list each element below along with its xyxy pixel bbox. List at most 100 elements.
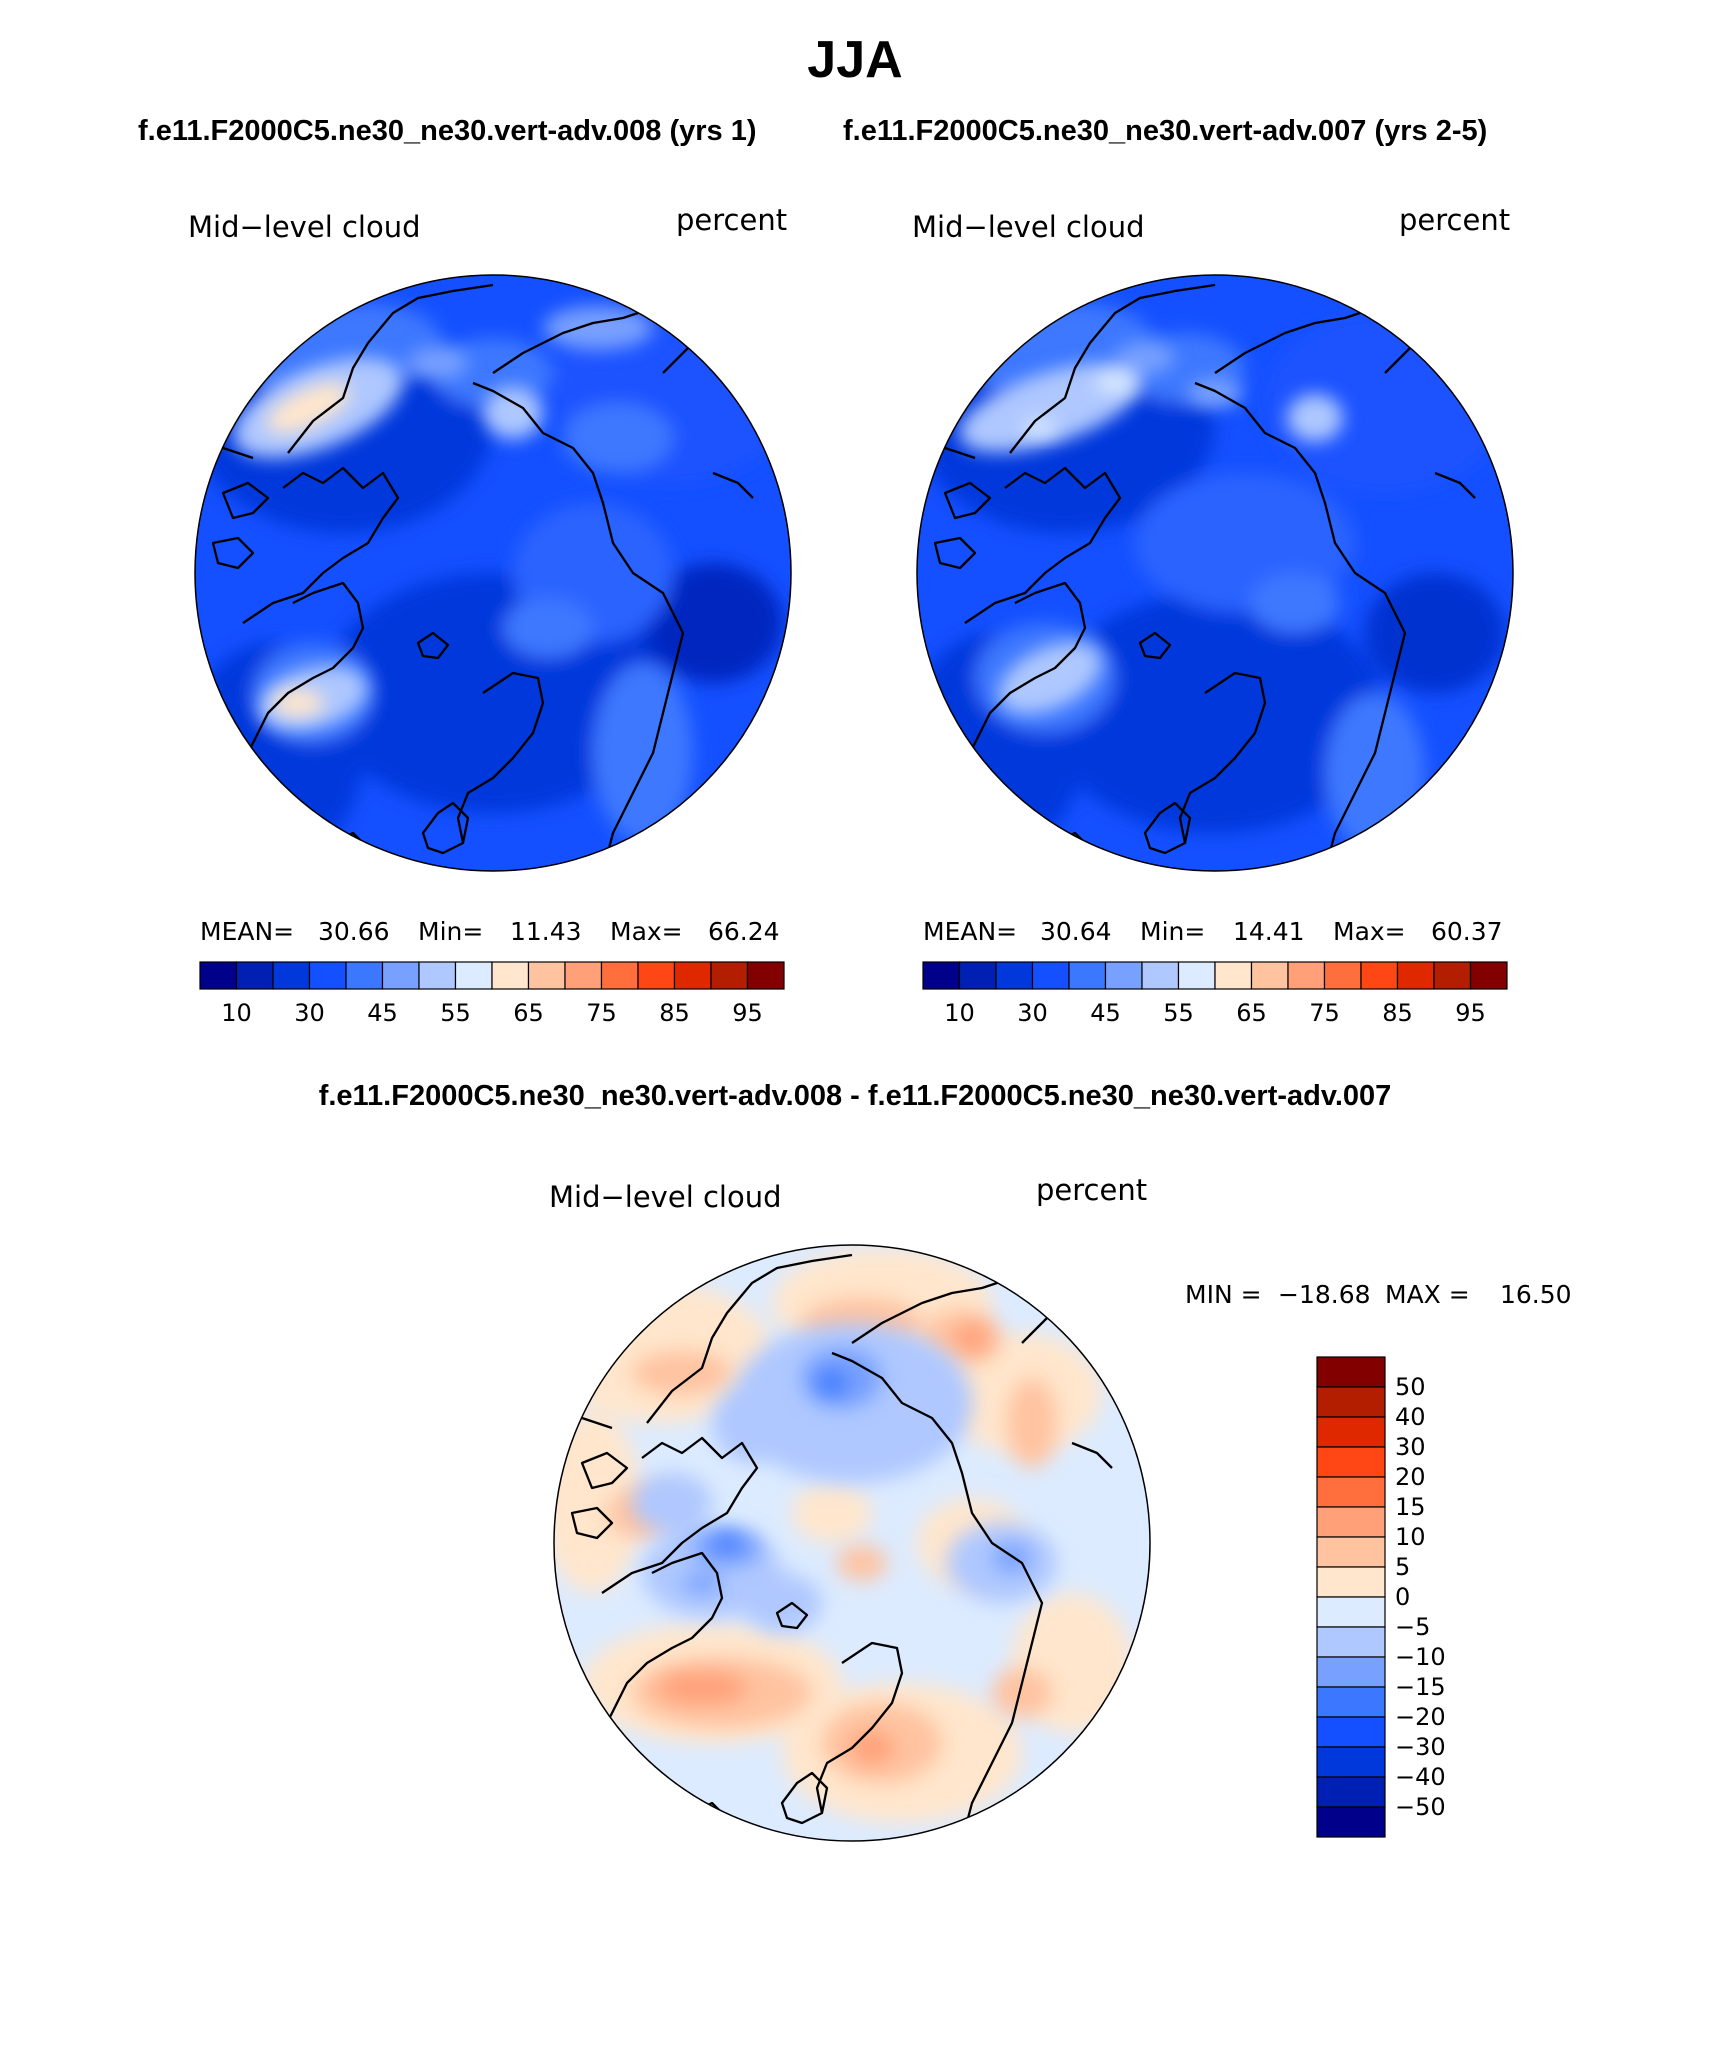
panel1-colorbar-box-2 (272, 961, 311, 990)
panel1-min-value: 11.43 (510, 917, 582, 946)
panel1-colorbar-box-11 (600, 961, 639, 990)
diff-colorbar-box-14 (1316, 1776, 1386, 1808)
diff-min-value: −18.68 (1278, 1280, 1371, 1309)
panel1-colorbar-box-12 (637, 961, 676, 990)
panel2-colorbar-box-5 (1104, 961, 1143, 990)
panel2-colorbar-box-14 (1433, 961, 1472, 990)
panel2-min-value: 14.41 (1233, 917, 1305, 946)
diff-colorbar-tick-label: −50 (1395, 1793, 1446, 1821)
diff-colorbar-tick-label: −5 (1395, 1613, 1430, 1641)
panel2-colorbar: 10 30 45 55 65 75 85 95 (922, 961, 1508, 1027)
diff-colorbar-box-11 (1316, 1686, 1386, 1718)
diff-colorbar-box-3 (1316, 1446, 1386, 1478)
panel1-colorbar-box-13 (673, 961, 712, 990)
panel2-colorbar-box-11 (1323, 961, 1362, 990)
panel2-colorbar-tick-label: 95 (1455, 999, 1486, 1027)
panel2-colorbar-box-4 (1068, 961, 1107, 990)
diff-colorbar-box-15 (1316, 1806, 1386, 1838)
panel1-colorbar-box-14 (710, 961, 749, 990)
diff-colorbar-box-7 (1316, 1566, 1386, 1598)
panel1-colorbar-box-8 (491, 961, 530, 990)
panel1-colorbar-box-15 (746, 961, 785, 990)
panel1-colorbar-box-9 (527, 961, 566, 990)
diff-colorbar-tick-label: −20 (1395, 1703, 1446, 1731)
case1-label: f.e11.F2000C5.ne30_ne30.vert-adv.008 (yr… (138, 115, 757, 147)
diff-title: f.e11.F2000C5.ne30_ne30.vert-adv.008 - f… (318, 1080, 1392, 1112)
diff-colorbar-tick-label: 10 (1395, 1523, 1426, 1551)
panel1-colorbar-tick-label: 75 (586, 999, 617, 1027)
diff-max-value: 16.50 (1500, 1280, 1572, 1309)
panel2-colorbar-tick-label: 75 (1309, 999, 1340, 1027)
diff-colorbar-tick-label: 20 (1395, 1463, 1426, 1491)
diff-colorbar-tick-label: 5 (1395, 1553, 1410, 1581)
panel1-colorbar: 10 30 45 55 65 75 85 95 (199, 961, 785, 1027)
diff-colorbar-box-1 (1316, 1386, 1386, 1418)
panel2-colorbar-tick-label: 10 (944, 999, 975, 1027)
diff-colorbar-box-6 (1316, 1536, 1386, 1568)
panel1-max-label: Max= (610, 917, 683, 946)
diff-variable: Mid−level cloud (549, 1180, 782, 1214)
panel2-colorbar-box-2 (995, 961, 1034, 990)
panel1-min-label: Min= (418, 917, 484, 946)
panel2-max-value: 60.37 (1431, 917, 1503, 946)
panel2-variable: Mid−level cloud (912, 210, 1145, 244)
panel2-colorbar-box-12 (1360, 961, 1399, 990)
diff-colorbar-tick-label: −40 (1395, 1763, 1446, 1791)
diff-colorbar-tick-label: 0 (1395, 1583, 1410, 1611)
panel1-colorbar-box-1 (235, 961, 274, 990)
panel1-colorbar-box-3 (308, 961, 347, 990)
panel2-colorbar-box-1 (958, 961, 997, 990)
diff-colorbar-box-8 (1316, 1596, 1386, 1628)
case2-label: f.e11.F2000C5.ne30_ne30.vert-adv.007 (yr… (843, 115, 1488, 147)
panel2-min-label: Min= (1140, 917, 1206, 946)
panel1-max-value: 66.24 (708, 917, 780, 946)
panel2-colorbar-box-8 (1214, 961, 1253, 990)
panel1-map (193, 273, 793, 873)
panel1-colorbar-tick-label: 45 (367, 999, 398, 1027)
diff-min-label: MIN = (1185, 1280, 1262, 1309)
diff-colorbar-box-9 (1316, 1626, 1386, 1658)
diff-colorbar-tick-label: 40 (1395, 1403, 1426, 1431)
panel2-colorbar-tick-label: 65 (1236, 999, 1267, 1027)
diff-colorbar-box-2 (1316, 1416, 1386, 1448)
panel1-colorbar-box-6 (418, 961, 457, 990)
diff-colorbar-tick-label: 30 (1395, 1433, 1426, 1461)
diff-map (552, 1243, 1152, 1843)
panel2-colorbar-box-0 (922, 961, 961, 990)
panel1-colorbar-tick-label: 55 (440, 999, 471, 1027)
panel2-colorbar-box-13 (1396, 961, 1435, 990)
panel2-mean-label: MEAN= (923, 917, 1018, 946)
panel2-map (915, 273, 1515, 873)
panel1-mean-value: 30.66 (318, 917, 390, 946)
panel1-units: percent (676, 203, 788, 237)
diff-max-label: MAX = (1385, 1280, 1470, 1309)
panel1-colorbar-tick-label: 10 (221, 999, 252, 1027)
panel2-colorbar-tick-label: 45 (1090, 999, 1121, 1027)
diff-colorbar-tick-label: −30 (1395, 1733, 1446, 1761)
panel2-colorbar-box-15 (1469, 961, 1508, 990)
panel1-variable: Mid−level cloud (188, 210, 421, 244)
diff-colorbar-box-4 (1316, 1476, 1386, 1508)
diff-colorbar-box-10 (1316, 1656, 1386, 1688)
panel2-colorbar-box-3 (1031, 961, 1070, 990)
panel2-units: percent (1399, 203, 1511, 237)
panel2-colorbar-tick-label: 30 (1017, 999, 1048, 1027)
panel1-colorbar-tick-label: 65 (513, 999, 544, 1027)
page-title: JJA (807, 31, 903, 89)
panel2-colorbar-box-6 (1141, 961, 1180, 990)
panel1-colorbar-box-4 (345, 961, 384, 990)
diff-colorbar-box-13 (1316, 1746, 1386, 1778)
panel1-colorbar-box-7 (454, 961, 493, 990)
panel2-max-label: Max= (1333, 917, 1406, 946)
panel1-colorbar-box-5 (381, 961, 420, 990)
panel2-colorbar-box-10 (1287, 961, 1326, 990)
diff-colorbar-box-12 (1316, 1716, 1386, 1748)
panel1-colorbar-box-0 (199, 961, 238, 990)
diff-coastlines (554, 1253, 1113, 1841)
diff-colorbar-tick-label: −10 (1395, 1643, 1446, 1671)
panel1-colorbar-tick-label: 85 (659, 999, 690, 1027)
diff-colorbar-box-0 (1316, 1356, 1386, 1388)
panel1-colorbar-tick-label: 95 (732, 999, 763, 1027)
panel2-colorbar-tick-label: 85 (1382, 999, 1413, 1027)
